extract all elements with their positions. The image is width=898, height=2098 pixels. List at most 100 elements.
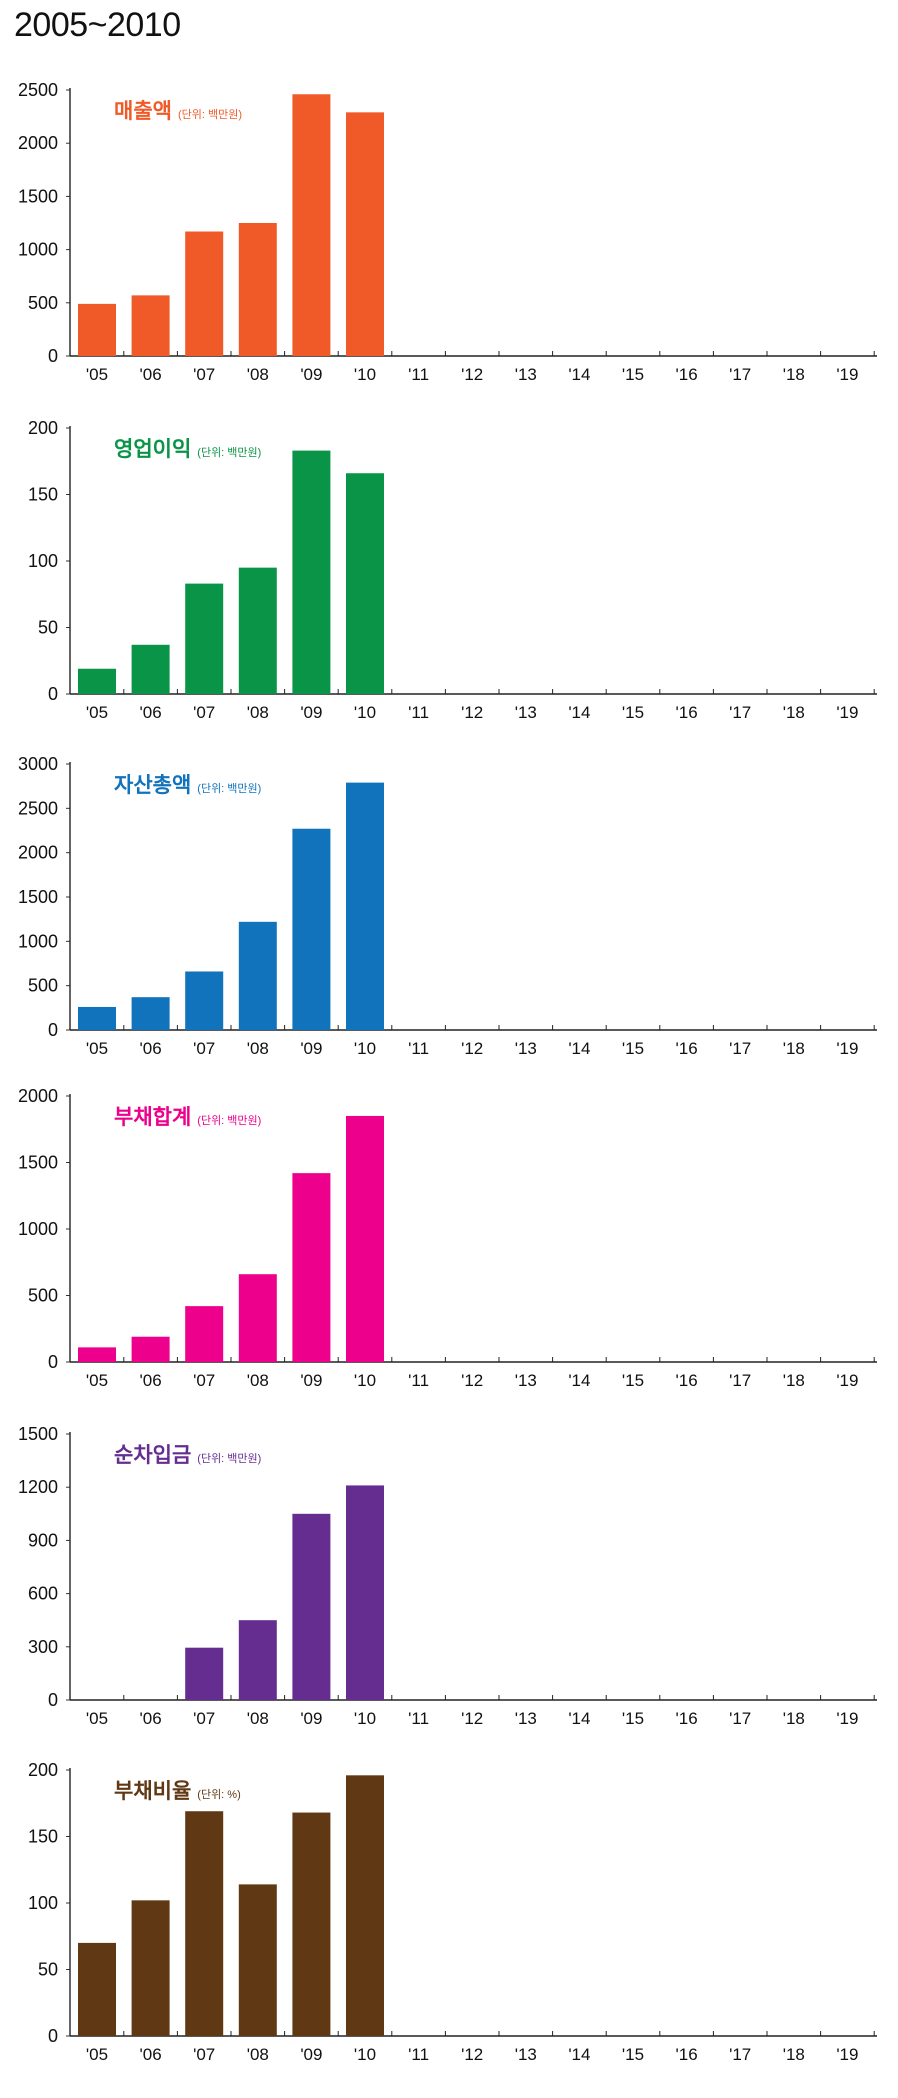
x-tick-label: '18 <box>783 703 805 722</box>
bar <box>78 1942 116 2036</box>
y-tick-label: 2000 <box>18 1086 58 1106</box>
x-tick-label: '13 <box>515 1039 537 1058</box>
y-tick-label: 3000 <box>18 754 58 774</box>
chart-heading: 매출액 (단위: 백만원) <box>114 100 242 123</box>
bar <box>238 567 277 694</box>
bar <box>346 782 384 1030</box>
x-tick-label: '08 <box>247 1371 269 1390</box>
bar <box>238 223 277 356</box>
x-tick-label: '06 <box>140 703 162 722</box>
x-tick-label: '09 <box>300 1371 322 1390</box>
x-tick-label: '07 <box>193 1371 215 1390</box>
x-tick-label: '13 <box>515 365 537 384</box>
y-tick-label: 150 <box>28 485 58 505</box>
x-tick-label: '06 <box>140 1371 162 1390</box>
x-tick-label: '11 <box>408 365 429 384</box>
x-tick-label: '16 <box>676 2045 698 2064</box>
chart-unit-note: (단위: 백만원) <box>197 782 261 795</box>
x-tick-label: '19 <box>836 1371 858 1390</box>
x-tick-label: '08 <box>247 365 269 384</box>
x-tick-label: '13 <box>515 2045 537 2064</box>
x-tick-label: '06 <box>140 1039 162 1058</box>
y-tick-label: 0 <box>48 1020 58 1040</box>
y-tick-label: 200 <box>28 418 58 438</box>
chart-title: 순차입금 <box>114 1444 191 1467</box>
y-tick-label: 2500 <box>18 798 58 818</box>
x-tick-label: '10 <box>354 2045 376 2064</box>
bar <box>185 1306 224 1362</box>
x-tick-label: '14 <box>568 2045 590 2064</box>
x-tick-label: '06 <box>140 365 162 384</box>
x-tick-label: '13 <box>515 1371 537 1390</box>
bar <box>78 303 116 356</box>
x-tick-label: '15 <box>622 1709 644 1728</box>
x-tick-label: '16 <box>676 703 698 722</box>
y-tick-label: 500 <box>28 293 58 313</box>
bar <box>292 1812 331 2036</box>
y-tick-label: 50 <box>38 618 58 638</box>
y-tick-label: 1500 <box>18 887 58 907</box>
x-tick-label: '09 <box>300 1039 322 1058</box>
bar <box>346 473 384 694</box>
bar <box>346 112 384 357</box>
x-tick-label: '05 <box>86 2045 108 2064</box>
x-tick-label: '17 <box>729 1371 751 1390</box>
x-tick-label: '09 <box>300 703 322 722</box>
x-tick-label: '09 <box>300 365 322 384</box>
x-tick-label: '17 <box>729 365 751 384</box>
x-tick-label: '17 <box>729 2045 751 2064</box>
page-title: 2005~2010 <box>14 6 181 44</box>
x-tick-label: '07 <box>193 1709 215 1728</box>
x-tick-label: '10 <box>354 365 376 384</box>
y-tick-label: 50 <box>38 1960 58 1980</box>
y-tick-label: 150 <box>28 1827 58 1847</box>
x-tick-label: '17 <box>729 1039 751 1058</box>
x-tick-label: '05 <box>86 1371 108 1390</box>
x-tick-label: '15 <box>622 703 644 722</box>
x-tick-label: '18 <box>783 2045 805 2064</box>
x-tick-label: '08 <box>247 1709 269 1728</box>
bar <box>292 94 331 357</box>
chart-unit-note: (단위: 백만원) <box>178 108 242 121</box>
bar <box>238 1620 277 1700</box>
x-tick-label: '10 <box>354 1371 376 1390</box>
bar <box>346 1485 384 1700</box>
chart-operating-profit: 0 50 100 150 200 '05 '06 '07 '08 '09 '10 '11 '12 '13 '… <box>28 418 877 722</box>
x-tick-label: '16 <box>676 365 698 384</box>
x-tick-label: '17 <box>729 703 751 722</box>
bar <box>238 921 277 1030</box>
chart-unit-note: (단위: 백만원) <box>197 446 261 459</box>
y-tick-label: 0 <box>48 684 58 704</box>
y-tick-label: 0 <box>48 1352 58 1372</box>
y-tick-label: 2000 <box>18 133 58 153</box>
x-tick-label: '08 <box>247 2045 269 2064</box>
bar <box>78 1006 116 1030</box>
y-tick-label: 0 <box>48 2026 58 2046</box>
x-tick-label: '19 <box>836 1039 858 1058</box>
bar <box>292 828 331 1030</box>
x-tick-label: '09 <box>300 1709 322 1728</box>
x-tick-label: '11 <box>408 1039 429 1058</box>
y-tick-label: 900 <box>28 1530 58 1550</box>
y-tick-label: 1200 <box>18 1477 58 1497</box>
x-tick-label: '12 <box>461 2045 483 2064</box>
bar <box>131 644 170 694</box>
x-tick-label: '12 <box>461 1371 483 1390</box>
x-tick-label: '07 <box>193 365 215 384</box>
chart-heading: 순차입금 (단위: 백만원) <box>114 1444 261 1467</box>
x-tick-label: '12 <box>461 1709 483 1728</box>
y-tick-label: 300 <box>28 1637 58 1657</box>
bar <box>292 450 331 694</box>
y-tick-label: 1000 <box>18 931 58 951</box>
y-tick-label: 200 <box>28 1760 58 1780</box>
bar <box>346 1775 384 2036</box>
chart-total-assets: 0 500 1000 1500 2000 2500 3000 '05 '06 '07 '08 '09 '… <box>18 754 877 1058</box>
x-tick-label: '12 <box>461 1039 483 1058</box>
x-tick-label: '05 <box>86 365 108 384</box>
chart-unit-note: (단위: 백만원) <box>197 1452 261 1465</box>
bar <box>131 997 170 1030</box>
chart-total-liabilities: 0 500 1000 1500 2000 '05 '06 '07 '08 '09 '10 '11 '12… <box>18 1086 877 1390</box>
x-tick-label: '15 <box>622 2045 644 2064</box>
x-tick-label: '18 <box>783 1709 805 1728</box>
